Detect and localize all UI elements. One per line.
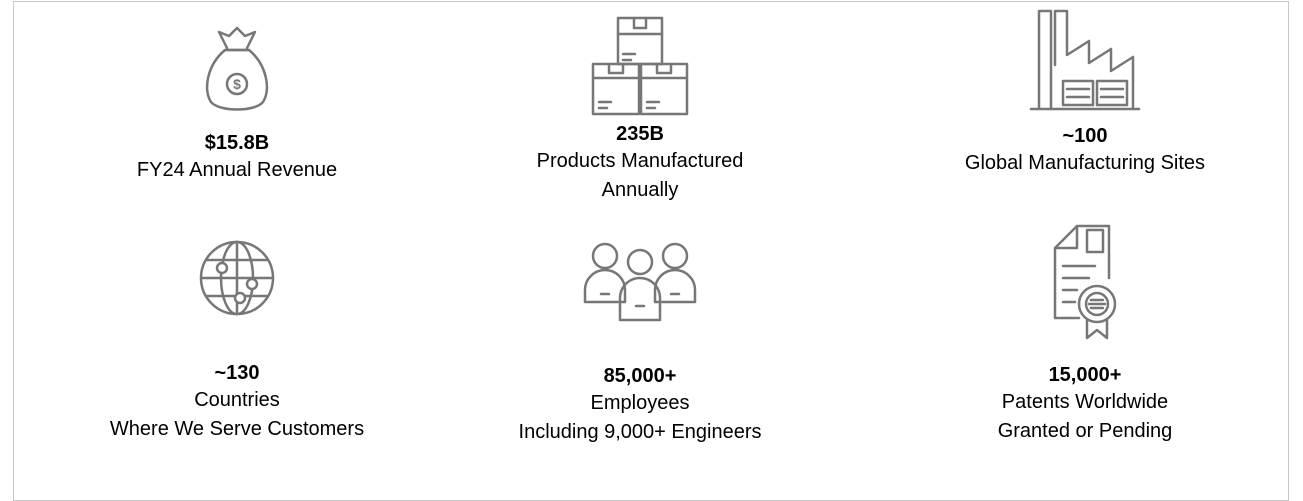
stat-value: 235B (616, 123, 664, 145)
stat-label: Employees (590, 392, 690, 414)
stat-sites: ~100 Global Manufacturing Sites (885, 5, 1285, 178)
stat-label: Products Manufactured (536, 150, 744, 172)
stat-label: Granted or Pending (997, 420, 1173, 442)
stat-label: Patents Worldwide (1001, 391, 1169, 413)
stat-employees: 85,000+ Employees Including 9,000+ Engin… (440, 240, 840, 447)
stat-value: 15,000+ (1048, 364, 1122, 386)
stat-label: Countries (194, 389, 280, 411)
boxes-icon (591, 16, 689, 116)
stat-label: Where We Serve Customers (109, 418, 365, 440)
stat-label: Global Manufacturing Sites (964, 152, 1206, 174)
svg-text:$: $ (233, 76, 241, 92)
globe-icon (199, 240, 275, 316)
patent-icon (1053, 224, 1117, 340)
money-bag-icon: $ (205, 26, 269, 111)
stat-value: ~130 (214, 362, 260, 384)
stat-products: 235B Products Manufactured Annually (440, 10, 840, 205)
stat-label: FY24 Annual Revenue (136, 159, 338, 181)
stat-countries: ~130 Countries Where We Serve Customers (37, 228, 437, 444)
factory-icon (1029, 9, 1141, 111)
stat-value: ~100 (1062, 125, 1108, 147)
stat-label: Including 9,000+ Engineers (518, 421, 762, 443)
people-icon (583, 242, 697, 322)
stat-label: Annually (601, 179, 679, 201)
stat-value: 85,000+ (603, 365, 677, 387)
stat-patents: 15,000+ Patents Worldwide Granted or Pen… (885, 222, 1285, 446)
stat-value: $15.8B (204, 132, 270, 154)
stat-revenue: $ $15.8B FY24 Annual Revenue (37, 20, 437, 185)
